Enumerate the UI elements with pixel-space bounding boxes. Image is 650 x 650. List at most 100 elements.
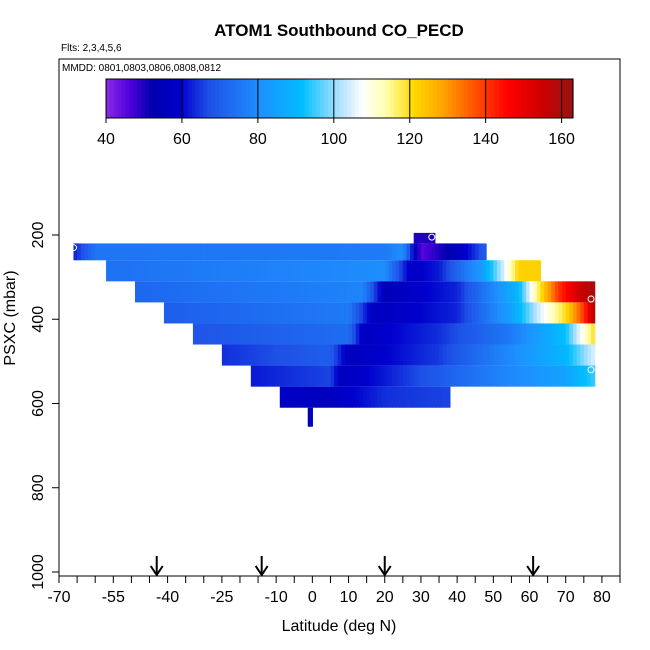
heatmap-cell	[388, 281, 393, 303]
heatmap-cell	[493, 323, 498, 345]
heatmap-cell	[102, 243, 107, 261]
heatmap-cell	[431, 302, 437, 324]
heatmap-cell	[127, 260, 132, 282]
heatmap-cell	[330, 365, 335, 387]
x-tick-label: 60	[521, 589, 539, 606]
heatmap-cell	[576, 281, 581, 303]
heatmap-cell	[337, 365, 342, 387]
heatmap-cell	[355, 344, 361, 366]
heatmap-cell	[308, 243, 313, 261]
heatmap-cell	[482, 302, 487, 324]
heatmap-cell	[279, 260, 284, 282]
heatmap-cell	[406, 323, 411, 345]
heatmap-cell	[591, 344, 596, 366]
heatmap-cell	[370, 302, 375, 324]
heatmap-cell	[272, 281, 277, 303]
heatmap-cell	[493, 344, 498, 366]
x-tick-label: 0	[308, 589, 317, 606]
heatmap-cell	[308, 281, 313, 303]
heatmap-cell	[301, 386, 306, 408]
heatmap-cell	[124, 260, 129, 282]
heatmap-cell	[525, 281, 531, 303]
heatmap-cell	[84, 243, 89, 261]
colorbar-segment	[304, 79, 309, 118]
heatmap-cell	[489, 281, 494, 303]
heatmap-cell	[449, 260, 455, 282]
heatmap-cell	[482, 243, 487, 261]
heatmap-cell	[515, 323, 520, 345]
latitude-arrow	[254, 556, 269, 577]
heatmap-cell	[554, 281, 560, 303]
heatmap-cell	[294, 302, 299, 324]
heatmap-cell	[312, 344, 317, 366]
colorbar-segment	[335, 79, 341, 118]
heatmap-cell	[518, 281, 523, 303]
heatmap-cell	[334, 243, 339, 261]
heatmap-cell	[399, 386, 404, 408]
heatmap-cell	[268, 344, 274, 366]
colorbar-segment	[448, 79, 453, 118]
heatmap-cell	[391, 365, 397, 387]
heatmap-cell	[457, 365, 462, 387]
heatmap-cell	[276, 260, 281, 282]
heatmap-cell	[536, 281, 541, 303]
heatmap-cell	[467, 365, 473, 387]
heatmap-cell	[467, 281, 473, 303]
heatmap-cell	[200, 302, 205, 324]
heatmap-cell	[218, 260, 223, 282]
heatmap-cell	[373, 386, 379, 408]
heatmap-cell	[301, 323, 306, 345]
heatmap-cell	[583, 344, 589, 366]
heatmap-cell	[366, 243, 371, 261]
heatmap-cell	[290, 386, 295, 408]
heatmap-cell	[258, 344, 263, 366]
heatmap-cell	[326, 260, 332, 282]
colorbar-segment	[253, 79, 259, 118]
heatmap-cell	[475, 260, 480, 282]
heatmap-cell	[163, 302, 169, 324]
heatmap-cell	[449, 365, 455, 387]
heatmap-cell	[225, 344, 230, 366]
heatmap-cell	[449, 281, 455, 303]
heatmap-cell	[504, 365, 509, 387]
heatmap-cell	[406, 365, 411, 387]
heatmap-cell	[580, 323, 585, 345]
heatmap-cell	[489, 344, 494, 366]
heatmap-cell	[525, 302, 531, 324]
colorbar-segment	[557, 79, 562, 118]
heatmap-cell	[384, 281, 389, 303]
heatmap-cell	[525, 260, 531, 282]
heatmap-cell	[261, 260, 266, 282]
heatmap-cell	[221, 344, 227, 366]
heatmap-cell	[283, 281, 288, 303]
colorbar-segment	[429, 79, 434, 118]
heatmap-cell	[395, 281, 400, 303]
heatmap-cell	[482, 365, 487, 387]
colorbar	[105, 78, 574, 119]
colorbar-segment	[285, 79, 290, 118]
heatmap-cell	[460, 302, 465, 324]
heatmap-cell	[540, 365, 545, 387]
heatmap-cell	[529, 302, 534, 324]
heatmap-cell	[348, 323, 353, 345]
heatmap-cell	[388, 302, 393, 324]
heatmap-cell	[580, 281, 585, 303]
heatmap-cell	[446, 302, 451, 324]
heatmap-cell	[258, 365, 263, 387]
heatmap-cell	[352, 344, 357, 366]
heatmap-cell	[543, 281, 549, 303]
heatmap-cell	[359, 365, 364, 387]
colorbar-tick-label: 80	[249, 131, 267, 148]
heatmap-cell	[428, 386, 433, 408]
heatmap-cell	[337, 260, 342, 282]
heatmap-cell	[283, 386, 288, 408]
heatmap-cell	[185, 281, 190, 303]
heatmap-cell	[533, 281, 538, 303]
x-tick-label: 50	[484, 589, 502, 606]
data-marker	[587, 366, 595, 374]
heatmap-cell	[142, 243, 147, 261]
heatmap-cell	[301, 344, 306, 366]
heatmap-cell	[399, 365, 404, 387]
heatmap-cell	[315, 281, 321, 303]
heatmap-cell	[312, 386, 317, 408]
